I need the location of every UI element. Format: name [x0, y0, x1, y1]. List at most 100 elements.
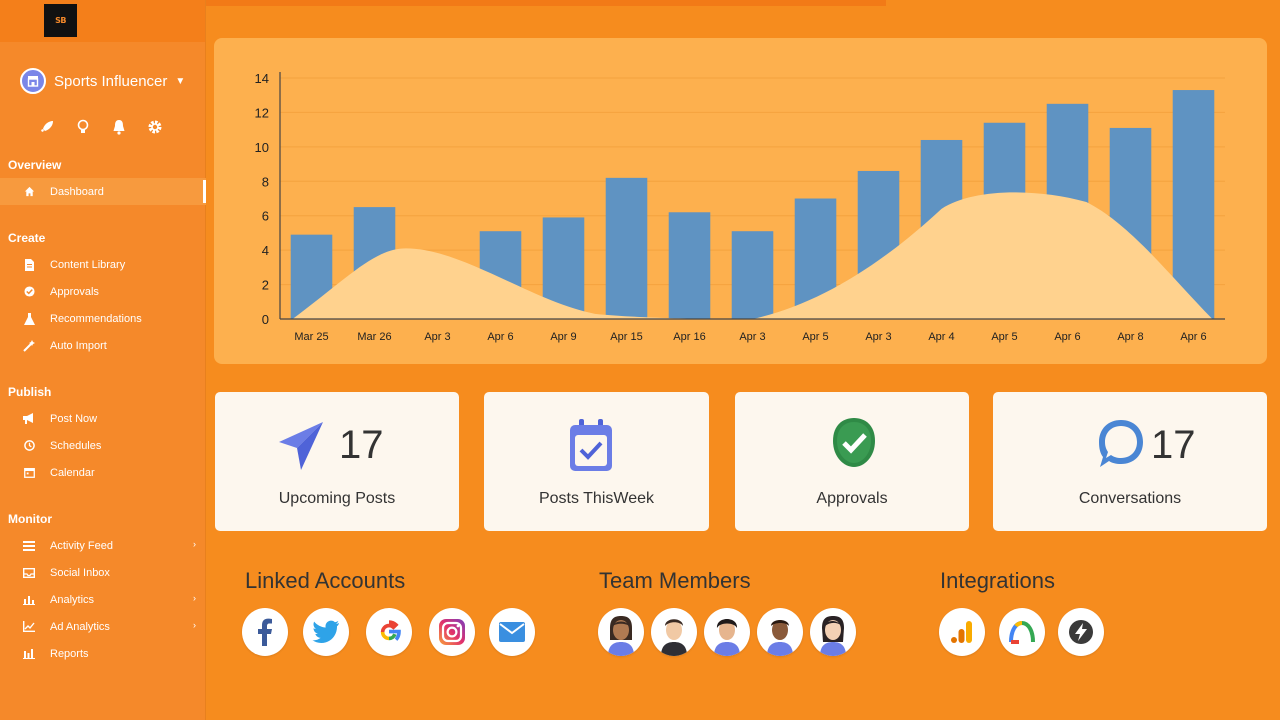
stat-value: 17: [1151, 423, 1196, 467]
document-icon: [22, 258, 36, 272]
x-tick-label: Apr 3: [865, 331, 891, 343]
bar[interactable]: [605, 177, 648, 319]
home-icon: [22, 185, 36, 199]
stat-card-posts-this-week[interactable]: Posts ThisWeek: [484, 392, 709, 531]
member-avatar-2[interactable]: [651, 608, 697, 656]
sidebar-item-content-library[interactable]: Content Library: [0, 251, 206, 278]
list-icon: [22, 539, 36, 553]
twitter-icon[interactable]: [303, 608, 349, 656]
sidebar-item-label: Reports: [50, 647, 89, 660]
sidebar-item-auto-import[interactable]: Auto Import: [0, 332, 206, 359]
x-tick-label: Mar 26: [357, 331, 391, 343]
y-tick-label: 4: [262, 243, 269, 258]
x-tick-label: Apr 15: [610, 331, 642, 343]
bar-chart-icon: [22, 593, 36, 607]
sidebar-item-label: Analytics: [50, 593, 95, 606]
bar[interactable]: [1172, 90, 1215, 319]
logo-bar: SB: [0, 0, 205, 42]
sidebar-item-dashboard[interactable]: Dashboard: [0, 178, 206, 205]
stat-label: Conversations: [1078, 490, 1182, 507]
lightbulb-icon[interactable]: [74, 118, 92, 136]
calendar-check-icon: [568, 419, 614, 478]
sidebar-item-label: Ad Analytics: [50, 620, 110, 633]
x-tick-label: Apr 9: [550, 331, 576, 343]
stat-card-conversations[interactable]: 17 Conversations: [993, 392, 1267, 531]
caret-down-icon: ▼: [175, 75, 186, 87]
gear-icon[interactable]: [146, 118, 164, 136]
x-tick-label: Apr 5: [802, 331, 828, 343]
sidebar-item-analytics[interactable]: Analytics ›: [0, 586, 206, 613]
member-avatar-3[interactable]: [704, 608, 750, 656]
facebook-icon[interactable]: [242, 608, 288, 656]
check-badge-icon: [831, 417, 877, 474]
megaphone-icon: [22, 412, 36, 426]
sidebar-item-label: Recommendations: [50, 312, 142, 325]
account-switcher[interactable]: Sports Influencer ▼: [20, 68, 185, 94]
activity-chart: 0 2 4 6 8 10 12 14 Mar 25 Mar 26 Apr 3 Apr 6 Apr 9 Ap…: [255, 71, 1225, 343]
google-ads-icon[interactable]: [999, 608, 1045, 656]
sidebar-item-calendar[interactable]: Calendar: [0, 459, 206, 486]
stat-card-upcoming-posts[interactable]: 17 Upcoming Posts: [215, 392, 459, 531]
quick-actions: [38, 118, 164, 136]
report-icon: [22, 647, 36, 661]
y-tick-label: 8: [262, 174, 269, 189]
google-icon[interactable]: [366, 608, 412, 656]
account-name: Sports Influencer: [54, 72, 168, 90]
stat-label: Approvals: [816, 490, 888, 507]
section-title-publish: Publish: [8, 385, 52, 399]
y-tick-label: 2: [262, 278, 269, 293]
y-tick-label: 6: [262, 209, 269, 224]
x-tick-label: Apr 8: [1117, 331, 1143, 343]
inbox-icon: [22, 566, 36, 580]
team-members-title: Team Members: [599, 568, 751, 593]
chevron-right-icon: ›: [193, 620, 196, 630]
google-analytics-icon[interactable]: [939, 608, 985, 656]
x-tick-label: Apr 4: [928, 331, 954, 343]
sidebar-item-label: Auto Import: [50, 339, 107, 352]
sidebar-item-post-now[interactable]: Post Now: [0, 405, 206, 432]
paper-plane-icon: [277, 420, 327, 477]
email-icon[interactable]: [489, 608, 535, 656]
y-tick-label: 10: [255, 140, 269, 155]
rocket-icon[interactable]: [38, 118, 56, 136]
section-title-create: Create: [8, 231, 46, 245]
sidebar-item-schedules[interactable]: Schedules: [0, 432, 206, 459]
sidebar-item-label: Post Now: [50, 412, 98, 425]
app-logo[interactable]: SB: [44, 4, 77, 37]
stat-label: Upcoming Posts: [278, 490, 396, 507]
sidebar-item-recommendations[interactable]: Recommendations: [0, 305, 206, 332]
sidebar-item-social-inbox[interactable]: Social Inbox: [0, 559, 206, 586]
sidebar-item-reports[interactable]: Reports: [0, 640, 206, 667]
x-tick-label: Mar 25: [294, 331, 328, 343]
sidebar-item-label: Approvals: [50, 285, 99, 298]
line-chart-icon: [22, 620, 36, 634]
sidebar-item-approvals[interactable]: Approvals: [0, 278, 206, 305]
member-avatar-5[interactable]: [810, 608, 856, 656]
stat-card-approvals[interactable]: Approvals: [735, 392, 969, 531]
sidebar: SB Sports Influencer ▼ Overview Dashboar…: [0, 0, 206, 720]
x-tick-label: Apr 16: [673, 331, 705, 343]
store-icon: [20, 68, 46, 94]
x-tick-label: Apr 5: [991, 331, 1017, 343]
sidebar-item-ad-analytics[interactable]: Ad Analytics ›: [0, 613, 206, 640]
sidebar-item-label: Content Library: [50, 258, 126, 271]
sidebar-item-activity-feed[interactable]: Activity Feed ›: [0, 532, 206, 559]
member-avatar-1[interactable]: [598, 608, 644, 656]
area-series: [292, 192, 1213, 319]
member-avatar-4[interactable]: [757, 608, 803, 656]
instagram-icon[interactable]: [429, 608, 475, 656]
x-tick-label: Apr 3: [739, 331, 765, 343]
stat-value: 17: [339, 423, 384, 467]
bar[interactable]: [731, 231, 774, 319]
bar[interactable]: [668, 212, 711, 319]
x-tick-label: Apr 6: [487, 331, 513, 343]
bell-icon[interactable]: [110, 118, 128, 136]
wand-icon: [22, 339, 36, 353]
bolt-icon[interactable]: [1058, 608, 1104, 656]
y-tick-label: 14: [255, 71, 269, 86]
stat-label: Posts ThisWeek: [538, 490, 654, 507]
linked-accounts-title: Linked Accounts: [245, 568, 406, 593]
clock-icon: [22, 439, 36, 453]
check-circle-icon: [22, 285, 36, 299]
sidebar-item-label: Schedules: [50, 439, 102, 452]
